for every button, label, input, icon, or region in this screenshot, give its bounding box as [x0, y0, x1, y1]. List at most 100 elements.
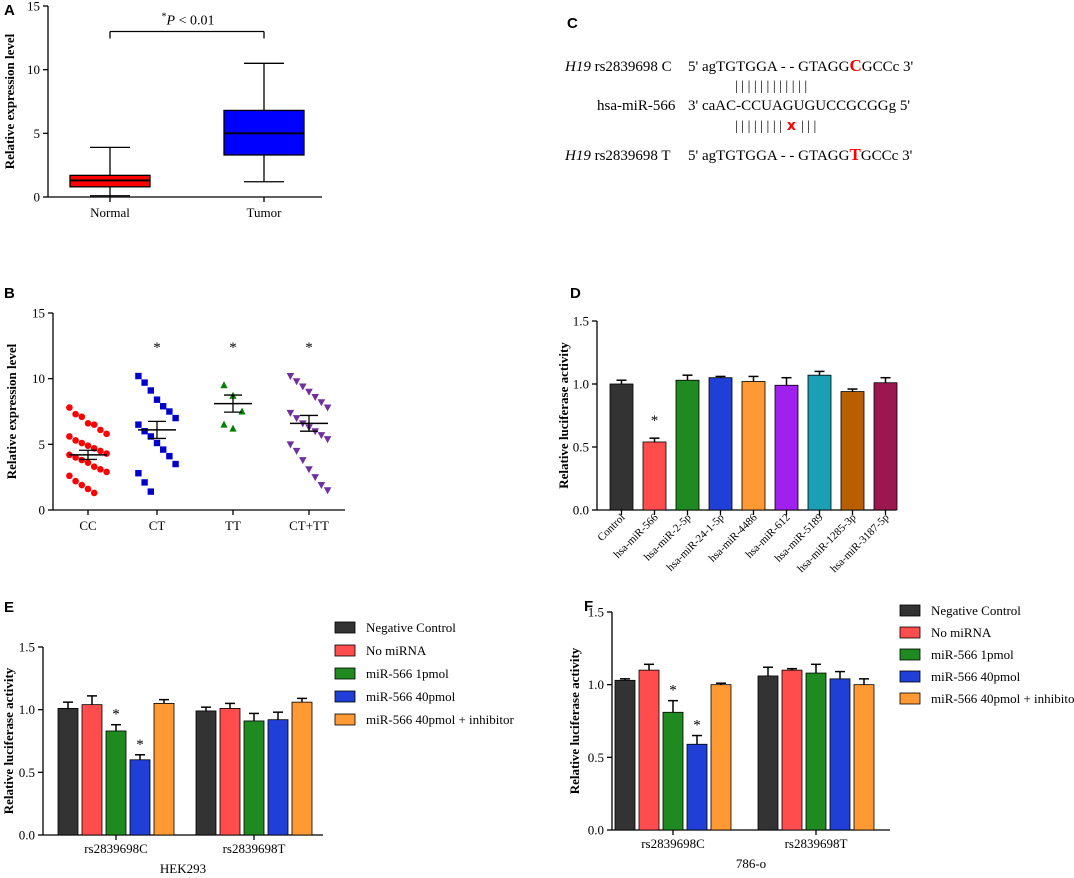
E-bar	[291, 701, 313, 836]
F-y-tick-label: 0.5	[588, 750, 604, 765]
B-point-cc	[72, 477, 79, 485]
F-legend-label: No miRNA	[931, 625, 992, 640]
B-point-ct	[166, 408, 173, 415]
C-row-snp: rs2839698 T	[591, 148, 671, 164]
E-legend-label: No miRNA	[366, 643, 427, 658]
D-bar	[642, 441, 667, 511]
B-point-ct-tt	[292, 447, 301, 455]
F-legend-label: miR-566 1pmol	[931, 647, 1014, 662]
F-bar	[829, 678, 851, 831]
E-x-axis-title: HEK293	[160, 861, 206, 876]
B-point-ct	[172, 414, 179, 422]
E-legend-label: miR-566 40pmol + inhibitor	[366, 712, 514, 727]
F-bar	[710, 684, 732, 831]
B-point-ct	[153, 439, 161, 447]
F-x-tick-label: rs2839698C	[641, 836, 705, 851]
B-point-cc	[78, 481, 86, 489]
B-x-tick-label: CC	[79, 518, 96, 533]
F-y-tick-label: 1.5	[588, 605, 604, 620]
E-bar	[57, 708, 79, 836]
E-bar	[195, 710, 217, 836]
A-significance-star: *	[162, 11, 167, 22]
C-sequence: 5' agTGTGGA - - GTAGGTGCCc 3'	[688, 145, 913, 164]
E-bar	[267, 719, 289, 836]
C-row-label: hsa-miR-566	[597, 98, 676, 114]
B-point-ct-tt	[323, 436, 332, 444]
B-point-cc	[84, 442, 92, 449]
F-legend-label: miR-566 40pmol	[931, 669, 1021, 684]
B-panel-letter: B	[4, 285, 15, 302]
E-panel-letter: E	[4, 599, 14, 616]
A-y-tick-label: 10	[27, 62, 40, 77]
B-point-ct-tt	[311, 474, 319, 482]
B-point-cc	[90, 463, 98, 470]
B-point-cc	[97, 465, 104, 473]
B-point-cc	[84, 420, 92, 427]
B-x-tick-label: CT	[149, 518, 166, 533]
F-y-tick-label: 1.0	[588, 677, 604, 692]
C-sequence-part: 5' agTGTGGA - - GTAGG	[688, 59, 850, 75]
E-legend-swatch	[334, 644, 356, 657]
B-point-ct	[135, 470, 142, 477]
F-bar	[686, 743, 708, 831]
B-point-cc	[78, 413, 86, 421]
F-legend-swatch	[899, 648, 921, 661]
D-y-axis-label: Relative luciferase activity	[556, 342, 571, 489]
C-row-snp: rs2839698 C	[591, 59, 672, 75]
B-point-ct	[160, 446, 167, 453]
B-point-cc	[97, 447, 104, 455]
F-legend-label: miR-566 40pmol + inhibitor	[931, 691, 1074, 706]
F-legend-swatch	[899, 604, 921, 617]
F-x-axis-title: 786-o	[736, 856, 766, 871]
B-x-tick-label: TT	[225, 518, 241, 533]
C-sequence-part: 3' caAC-CCUAGUGUCCGCGGg	[688, 98, 897, 114]
E-legend-label: Negative Control	[366, 620, 456, 635]
B-point-ct	[135, 421, 142, 428]
C-sequence-part: 5'	[896, 98, 910, 114]
F-significance-star: *	[669, 683, 677, 699]
E-y-tick-label: 0.0	[19, 828, 35, 843]
B-point-cc	[84, 485, 92, 493]
B-point-ct-tt	[305, 388, 313, 396]
D-bar	[675, 379, 700, 511]
B-point-ct	[135, 372, 142, 380]
F-bar	[781, 669, 803, 831]
D-bar	[807, 374, 832, 511]
F-y-axis-label: Relative luciferase activity	[567, 647, 582, 794]
B-point-ct	[141, 379, 148, 386]
B-point-cc	[103, 430, 110, 438]
A-x-tick-label: Normal	[90, 205, 130, 220]
E-y-tick-label: 1.0	[19, 702, 35, 717]
E-legend-swatch	[334, 690, 356, 703]
B-point-ct-tt	[292, 378, 301, 386]
C-panel-letter: C	[567, 15, 578, 32]
B-point-cc	[78, 439, 86, 447]
F-bar	[757, 675, 779, 831]
B-significance-star: *	[153, 340, 161, 356]
A-y-axis-label: Relative expression level	[2, 33, 17, 169]
F-bar	[853, 684, 875, 831]
B-point-ct-tt	[311, 394, 319, 402]
B-point-ct	[147, 488, 154, 495]
B-point-ct	[166, 452, 173, 460]
B-point-tt	[238, 407, 246, 415]
C-snp-allele: T	[849, 145, 861, 164]
D-x-tick-label: hsa-miR-24-1-5p	[665, 511, 727, 573]
C-sequence-part: 5' agTGTGGA - - GTAGG	[688, 148, 850, 164]
E-y-axis-label: Relative luciferase activity	[1, 667, 16, 814]
B-point-cc	[90, 421, 98, 428]
D-panel-letter: D	[570, 285, 581, 302]
B-point-cc	[97, 426, 104, 434]
B-y-tick-label: 15	[32, 306, 45, 321]
F-x-tick-label: rs2839698T	[785, 836, 848, 851]
F-y-tick-label: 0.0	[588, 823, 604, 838]
A-significance-text: *P < 0.01	[162, 11, 215, 28]
B-point-ct-tt	[286, 409, 295, 417]
B-point-cc	[66, 404, 73, 411]
B-point-ct-tt	[286, 373, 295, 381]
B-point-cc	[78, 456, 86, 464]
D-bar	[708, 377, 733, 511]
C-row-label: H19 rs2839698 T	[564, 148, 671, 164]
